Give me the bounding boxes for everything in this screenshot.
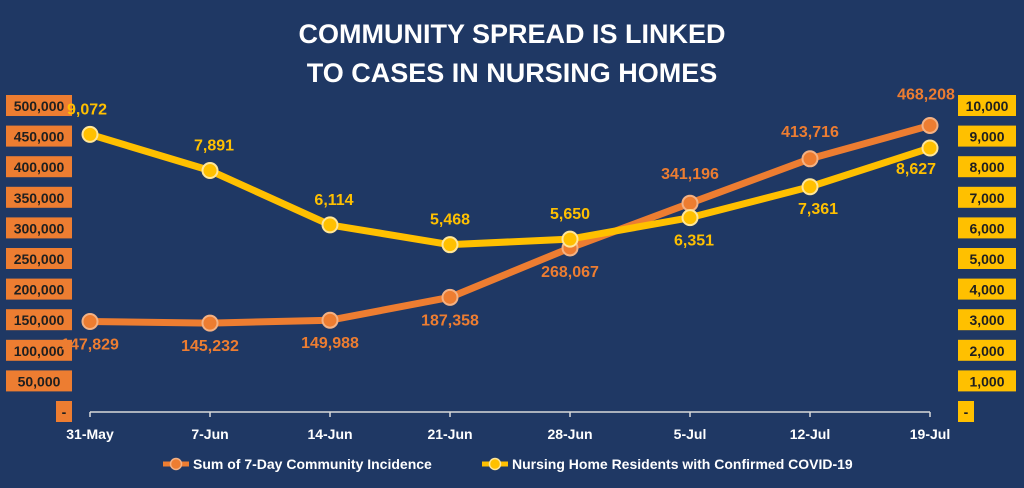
left-axis-tick-label: 400,000 xyxy=(14,159,65,175)
left-axis-tick-label: 150,000 xyxy=(14,312,65,328)
x-axis-tick-label: 28-Jun xyxy=(547,426,592,442)
data-point-nursing-home-residents xyxy=(681,209,699,227)
right-axis-tick-box xyxy=(958,339,1016,361)
right-axis-tick-box xyxy=(958,401,974,422)
data-label-community-incidence: 145,232 xyxy=(181,338,239,355)
data-point-community-incidence xyxy=(201,314,219,332)
data-point-nursing-home-residents xyxy=(441,236,459,254)
data-label-community-incidence: 468,208 xyxy=(897,86,955,103)
right-axis-tick-label: 10,000 xyxy=(966,98,1009,114)
data-label-nursing-home-residents: 7,891 xyxy=(194,138,234,155)
left-axis-tick-box xyxy=(6,370,72,392)
right-axis-tick-box xyxy=(958,309,1016,331)
x-axis-tick-label: 5-Jul xyxy=(674,426,707,442)
legend-marker-dot-orange xyxy=(169,457,183,471)
right-axis-tick-box xyxy=(958,370,1016,392)
data-point-community-incidence xyxy=(441,288,459,306)
data-point-nursing-home-residents xyxy=(201,162,219,180)
left-axis-tick-box xyxy=(6,248,72,269)
left-axis-tick-label: 100,000 xyxy=(14,343,65,359)
data-point-nursing-home-residents xyxy=(921,139,939,157)
left-axis-tick-box xyxy=(56,401,72,422)
legend-label-nursing-home-residents: Nursing Home Residents with Confirmed CO… xyxy=(512,456,853,472)
data-point-community-incidence xyxy=(801,150,819,168)
right-axis-tick-label: 2,000 xyxy=(969,343,1004,359)
data-point-nursing-home-residents xyxy=(801,178,819,196)
series-line-community-incidence xyxy=(86,121,934,327)
data-label-community-incidence: 147,829 xyxy=(61,337,119,354)
data-label-nursing-home-residents: 6,351 xyxy=(674,233,714,250)
left-axis-tick-label: 200,000 xyxy=(14,282,65,298)
right-axis-tick-label: 8,000 xyxy=(969,159,1004,175)
chart-title-line-1: COMMUNITY SPREAD IS LINKED xyxy=(298,19,725,49)
right-axis-tick-label: 3,000 xyxy=(969,312,1004,328)
data-label-community-incidence: 341,196 xyxy=(661,166,719,183)
data-point-community-incidence xyxy=(81,313,99,331)
data-point-community-incidence xyxy=(921,116,939,134)
left-axis-tick-box xyxy=(6,217,72,239)
left-axis-tick-label: 300,000 xyxy=(14,220,65,236)
data-label-community-incidence: 268,067 xyxy=(541,264,599,281)
x-axis-tick-label: 19-Jul xyxy=(910,426,950,442)
left-axis-tick-box xyxy=(6,186,72,208)
chart-title-line-2: TO CASES IN NURSING HOMES xyxy=(307,58,718,88)
right-axis-tick-label: - xyxy=(964,404,969,420)
data-point-community-incidence xyxy=(681,194,699,212)
left-axis-tick-box xyxy=(6,125,72,147)
right-axis-tick-box xyxy=(958,278,1016,300)
series-line-nursing-home-residents xyxy=(86,130,934,249)
x-axis-tick-label: 31-May xyxy=(66,426,114,442)
data-label-nursing-home-residents: 5,468 xyxy=(430,212,470,229)
data-point-nursing-home-residents xyxy=(321,216,339,234)
data-label-community-incidence: 149,988 xyxy=(301,335,359,352)
data-point-nursing-home-residents xyxy=(561,230,579,248)
right-axis-tick-label: 1,000 xyxy=(969,373,1004,389)
legend-marker-dot-yellow xyxy=(488,457,502,471)
x-axis-tick-label: 21-Jun xyxy=(427,426,472,442)
right-axis-tick-box xyxy=(958,125,1016,147)
left-axis-tick-label: 250,000 xyxy=(14,251,65,267)
right-axis-tick-label: 7,000 xyxy=(969,190,1004,206)
data-label-community-incidence: 413,716 xyxy=(781,124,839,141)
left-axis-tick-label: 50,000 xyxy=(18,373,61,389)
right-axis-tick-label: 4,000 xyxy=(969,282,1004,298)
data-point-community-incidence xyxy=(321,311,339,329)
right-axis-tick-label: 9,000 xyxy=(969,129,1004,145)
right-axis-tick-box xyxy=(958,217,1016,239)
left-axis-tick-box xyxy=(6,156,72,178)
right-axis-tick-label: 6,000 xyxy=(969,220,1004,236)
left-axis-tick-label: 450,000 xyxy=(14,129,65,145)
left-axis-tick-box xyxy=(6,339,72,361)
left-axis-tick-label: - xyxy=(62,404,67,420)
left-axis-tick-box xyxy=(6,278,72,300)
x-axis-tick-label: 12-Jul xyxy=(790,426,830,442)
data-label-nursing-home-residents: 8,627 xyxy=(896,161,936,178)
data-label-nursing-home-residents: 5,650 xyxy=(550,206,590,223)
right-axis-tick-box xyxy=(958,156,1016,178)
data-point-nursing-home-residents xyxy=(81,125,99,143)
right-axis-tick-box xyxy=(958,95,1016,116)
left-axis-tick-label: 350,000 xyxy=(14,190,65,206)
left-axis-tick-box xyxy=(6,309,72,331)
right-axis-tick-label: 5,000 xyxy=(969,251,1004,267)
data-label-nursing-home-residents: 9,072 xyxy=(67,101,107,118)
left-axis-tick-box xyxy=(6,95,72,116)
data-label-nursing-home-residents: 6,114 xyxy=(314,192,353,209)
data-label-community-incidence: 187,358 xyxy=(421,312,479,329)
x-axis-tick-label: 14-Jun xyxy=(307,426,352,442)
left-axis-tick-label: 500,000 xyxy=(14,98,65,114)
right-axis-tick-box xyxy=(958,186,1016,208)
data-label-nursing-home-residents: 7,361 xyxy=(798,201,838,218)
x-axis-tick-label: 7-Jun xyxy=(191,426,228,442)
legend-label-community-incidence: Sum of 7-Day Community Incidence xyxy=(193,456,432,472)
right-axis-tick-box xyxy=(958,248,1016,269)
